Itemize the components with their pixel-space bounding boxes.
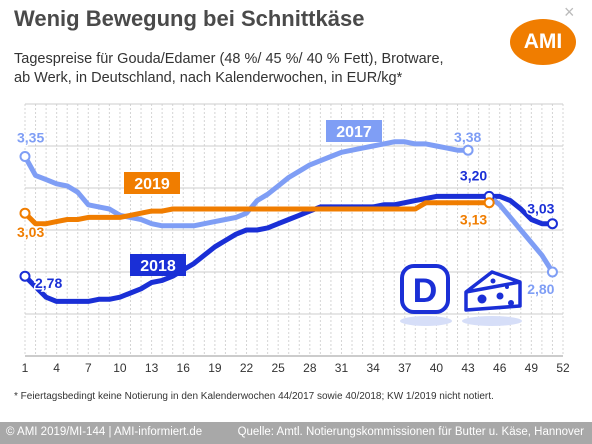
value-label: 2,78: [35, 275, 62, 291]
cheese-hole: [508, 300, 514, 306]
value-label: 2,80: [527, 281, 554, 297]
line-chart: 1 4 7 10 13 16 19 22 25 28 31 34 37 40 43 46 49 52 3,35 3,…: [16, 103, 570, 375]
x-tick-label: 1: [22, 361, 29, 375]
value-marker: [19, 207, 31, 219]
series-line: [22, 139, 471, 229]
value-marker: [546, 266, 558, 278]
value-marker: [462, 144, 474, 156]
footer-copyright: © AMI 2019/MI-144 | AMI-informiert.de: [6, 426, 203, 438]
cheese-hole: [505, 285, 509, 289]
value-label: 3,35: [17, 130, 44, 146]
badge-frame: [400, 264, 450, 314]
x-tick-label: 31: [335, 361, 349, 375]
chart-grid: [24, 103, 564, 357]
close-icon[interactable]: ×: [564, 2, 575, 22]
series-name-label: 2019: [134, 176, 170, 193]
series-line: [22, 200, 492, 227]
subtitle-line-1: Tagespreise für Gouda/Edamer (48 %/ 45 %…: [14, 51, 444, 67]
value-label: 3,03: [527, 201, 554, 217]
series-line: [22, 193, 555, 304]
footer-source: Quelle: Amtl. Notierungskommissionen für…: [237, 426, 584, 438]
x-tick-label: 34: [366, 361, 380, 375]
x-tick-label: 4: [53, 361, 60, 375]
series-name-box: [124, 172, 180, 194]
chart-subtitle: Tagespreise für Gouda/Edamer (48 %/ 45 %…: [14, 50, 444, 88]
x-tick-label: 37: [398, 361, 412, 375]
x-tick-label: 46: [493, 361, 507, 375]
x-tick-label: 19: [208, 361, 222, 375]
ami-logo: AMI: [510, 19, 576, 65]
value-marker: [19, 270, 31, 282]
country-letter: D: [413, 272, 438, 310]
x-tick-label: 40: [430, 361, 444, 375]
x-tick-label: 13: [145, 361, 159, 375]
x-axis: 1 4 7 10 13 16 19 22 25 28 31 34 37 40 43 46 49 52: [22, 355, 570, 375]
series-name-box: [130, 254, 186, 276]
x-tick-label: 7: [85, 361, 92, 375]
value-marker: [19, 151, 31, 162]
x-tick-label: 28: [303, 361, 317, 375]
series-layer: [22, 139, 555, 304]
cheese-shadow: [462, 316, 522, 326]
footer-bar: © AMI 2019/MI-144 | AMI-informiert.de Qu…: [0, 422, 592, 444]
value-labels: 3,35 3,38 2,78 3,20 3,03 3,03 3,13 2,80 2017 2019…: [16, 120, 558, 299]
value-label: 3,13: [460, 212, 487, 228]
x-tick-label: 16: [177, 361, 191, 375]
value-marker: [546, 218, 558, 230]
chart-title: Wenig Bewegung bei Schnittkäse: [14, 6, 365, 31]
series-name-box: [326, 120, 382, 142]
series-name-label: 2018: [140, 258, 176, 275]
footnote: * Feiertagsbedingt keine Notierung in de…: [14, 391, 494, 402]
x-tick-label: 22: [240, 361, 254, 375]
x-tick-label: 52: [556, 361, 570, 375]
x-tick-label: 25: [271, 361, 285, 375]
badge-shadow: [400, 316, 452, 326]
x-tick-label: 49: [525, 361, 539, 375]
country-badge: D: [400, 264, 452, 326]
series-name-label: 2017: [336, 124, 372, 141]
subtitle-line-2: ab Werk, in Deutschland, nach Kalenderwo…: [14, 70, 403, 86]
cheese-hole: [477, 294, 487, 304]
cheese-icon: [462, 270, 522, 326]
value-label: 3,03: [17, 224, 44, 240]
x-tick-label: 10: [113, 361, 127, 375]
cheese-hole: [490, 278, 496, 284]
value-label: 3,38: [454, 129, 481, 145]
cheese-top: [465, 280, 521, 294]
x-tick-label: 43: [461, 361, 475, 375]
series-line: [486, 193, 555, 275]
cheese-hole: [496, 292, 504, 300]
value-label: 3,20: [460, 167, 487, 183]
value-marker: [483, 197, 495, 209]
